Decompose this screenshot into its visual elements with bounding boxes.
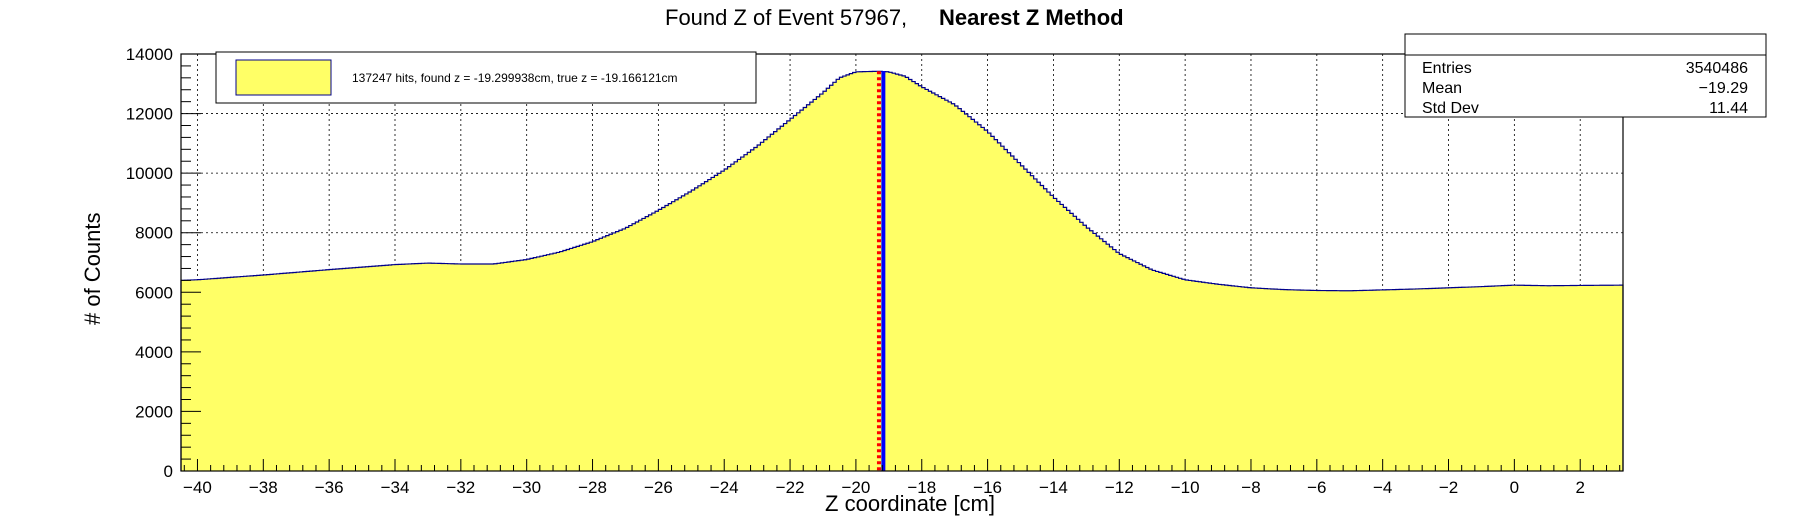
stats-stddev-value: 11.44	[1709, 100, 1748, 117]
stats-mean-label: Mean	[1422, 80, 1462, 97]
x-tick-label: −26	[644, 478, 673, 497]
x-tick-label: −24	[710, 478, 739, 497]
x-tick-label: −30	[512, 478, 541, 497]
y-tick-label: 0	[164, 462, 173, 481]
legend: 137247 hits, found z = -19.299938cm, tru…	[215, 51, 757, 104]
x-tick-label: −14	[1039, 478, 1068, 497]
y-tick-label: 8000	[135, 224, 173, 243]
y-tick-label: 10000	[126, 164, 173, 183]
x-tick-label: −36	[315, 478, 344, 497]
histogram-fill	[181, 71, 1623, 471]
legend-swatch	[235, 59, 332, 96]
chart-title-bold: Nearest Z Method	[939, 5, 1124, 30]
stats-box-frame	[1404, 33, 1767, 118]
chart-title-plain: Found Z of Event 57967,	[665, 5, 907, 30]
x-tick-label: −34	[381, 478, 410, 497]
y-tick-label: 4000	[135, 343, 173, 362]
x-tick-label: −20	[841, 478, 870, 497]
x-tick-label: −8	[1241, 478, 1260, 497]
z-marker-lines	[876, 71, 886, 471]
x-tick-label: −6	[1307, 478, 1326, 497]
y-tick-label: 12000	[126, 105, 173, 124]
histogram-outline	[180, 70, 1624, 471]
x-tick-label: −12	[1105, 478, 1134, 497]
x-tick-label: −10	[1171, 478, 1200, 497]
stats-stddev-label: Std Dev	[1422, 100, 1479, 117]
y-tick-label: 2000	[135, 402, 173, 421]
legend-label: 137247 hits, found z = -19.299938cm, tru…	[352, 71, 678, 85]
y-axis-ticks: 0 2000 4000 6000 8000 10000 12000 14000	[126, 45, 201, 481]
x-tick-label: −4	[1373, 478, 1392, 497]
y-axis-label: # of Counts	[80, 212, 105, 325]
stats-entries-value: 3540486	[1686, 60, 1748, 77]
x-tick-label: −28	[578, 478, 607, 497]
y-tick-label: 14000	[126, 45, 173, 64]
stats-mean-value: −19.29	[1699, 80, 1748, 97]
stats-box: Entries 3540486 Mean −19.29 Std Dev 11.4…	[1404, 33, 1767, 118]
plot-frame	[180, 53, 1624, 472]
x-axis-ticks: −40 −38 −36 −34 −32 −30 −28 −26 −24 −22 −20 −18 −16−…	[183, 459, 1621, 497]
x-tick-label: −40	[183, 478, 212, 497]
x-tick-label: −32	[446, 478, 475, 497]
stats-entries-label: Entries	[1422, 60, 1472, 77]
x-tick-label: −2	[1439, 478, 1458, 497]
x-tick-label: 2	[1575, 478, 1584, 497]
y-tick-label: 6000	[135, 283, 173, 302]
x-tick-label: 0	[1510, 478, 1519, 497]
x-tick-label: −16	[973, 478, 1002, 497]
x-axis-label: Z coordinate [cm]	[825, 491, 995, 516]
x-tick-label: −18	[907, 478, 936, 497]
x-tick-label: −38	[249, 478, 278, 497]
x-tick-label: −22	[776, 478, 805, 497]
